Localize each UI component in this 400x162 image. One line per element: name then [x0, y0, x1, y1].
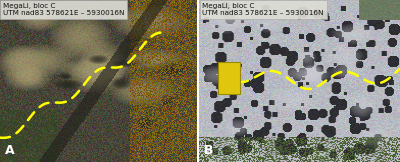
Text: B: B: [204, 144, 214, 157]
Text: MegaLi, bloc C
UTM nad83 578621E – 5930016N: MegaLi, bloc C UTM nad83 578621E – 59300…: [202, 3, 324, 16]
Text: A: A: [5, 144, 15, 157]
Text: MegaLi, bloc C
UTM nad83 578621E – 5930016N: MegaLi, bloc C UTM nad83 578621E – 59300…: [3, 3, 124, 16]
Bar: [218, 62, 240, 94]
